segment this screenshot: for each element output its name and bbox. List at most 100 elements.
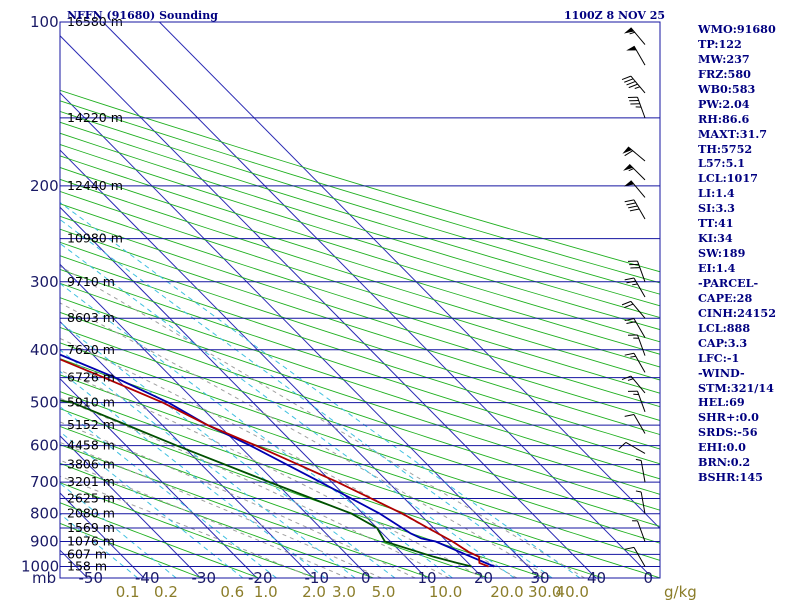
- mixing-ratio-line: [60, 406, 277, 578]
- mixing-ratio-line: [60, 242, 515, 578]
- wind-barb: [621, 300, 646, 319]
- wind-barb: [627, 96, 646, 119]
- sounding-index-item: EHI:0.0: [698, 440, 746, 455]
- mixing-ratio-line: [60, 218, 553, 578]
- isotherm-line: [102, 22, 653, 578]
- height-label: 2625 m: [67, 490, 115, 505]
- sounding-index-item: SHR+:0.0: [698, 410, 759, 425]
- sounding-index-item: LFC:-1: [698, 350, 740, 365]
- dry-adiabat-line: [60, 425, 489, 578]
- dry-adiabat-line: [60, 121, 660, 307]
- isotherm-line: [60, 320, 314, 578]
- dry-adiabat-line: [60, 100, 660, 284]
- mixing-ratio-tick-label: 20.0: [490, 583, 523, 600]
- parcel-trace: [60, 353, 495, 568]
- sounding-index-item: PW:2.04: [698, 96, 750, 111]
- mixing-ratio-tick-label: 30.0: [528, 583, 561, 600]
- height-label: 5152 m: [67, 417, 115, 432]
- mixing-ratio-tick-label: 5.0: [372, 583, 396, 600]
- dry-adiabat-line: [60, 155, 660, 343]
- moist-adiabat-line: [60, 369, 484, 578]
- dry-adiabat-line: [60, 462, 374, 578]
- wind-barb: [624, 318, 646, 338]
- wind-barb: [624, 277, 646, 298]
- sounding-index-item: TT:41: [698, 216, 734, 231]
- height-label: 1569 m: [67, 520, 115, 535]
- sounding-index-item: BSHR:145: [698, 470, 763, 485]
- dry-adiabat-line: [60, 268, 660, 465]
- sounding-index-item: TH:5752: [698, 141, 753, 156]
- wind-barb: [627, 334, 646, 356]
- dry-adiabat-line: [60, 178, 660, 368]
- pressure-tick-label: 200: [30, 177, 59, 195]
- height-label: 2080 m: [67, 506, 115, 521]
- moist-adiabat-line: [60, 475, 314, 578]
- dry-adiabat-line: [60, 228, 660, 421]
- wind-barb: [624, 414, 646, 434]
- dry-adiabat-line: [60, 326, 660, 527]
- wind-barb: [635, 490, 646, 514]
- height-label: 3806 m: [67, 457, 115, 472]
- sounding-index-item: L57:5.1: [698, 156, 746, 171]
- height-label: 6726 m: [67, 370, 115, 385]
- sounding-index-item: CINH:24152: [698, 305, 776, 320]
- dry-adiabat-line: [60, 132, 660, 319]
- mixing-ratio-tick-label: 2.0: [302, 583, 326, 600]
- isotherm-line: [60, 35, 597, 578]
- wind-barbs: [618, 27, 646, 567]
- dry-adiabat-line: [60, 358, 660, 561]
- height-label: 3201 m: [67, 474, 115, 489]
- dry-adiabat-line: [60, 190, 660, 381]
- dry-adiabat-line: [60, 89, 660, 273]
- plot-frame: [59, 21, 661, 579]
- mixing-ratio-tick-label: 0.6: [220, 583, 244, 600]
- wind-barb: [635, 458, 646, 483]
- height-label: 158 m: [67, 558, 107, 573]
- sounding-index-item: MW:237: [698, 51, 750, 66]
- sounding-index-item: MAXT:31.7: [698, 126, 768, 141]
- pressure-tick-label: 500: [30, 394, 59, 412]
- dry-adiabat-line: [60, 311, 660, 511]
- height-label: 10980 m: [67, 231, 123, 246]
- moist-adiabat-line: [60, 265, 585, 578]
- sounding-profiles: [60, 353, 495, 568]
- dry-adiabat-line: [60, 282, 660, 480]
- pressure-tick-label: 600: [30, 437, 59, 455]
- sounding-index-item: WMO:91680: [698, 22, 776, 36]
- dry-adiabat-line: [60, 444, 432, 578]
- wind-barb: [621, 75, 646, 94]
- dry-adiabat-line: [60, 391, 603, 578]
- mixing-ratio-tick-label: 0.1: [116, 583, 140, 600]
- pressure-tick-label: 800: [30, 505, 59, 523]
- sounding-index-item: LCL:888: [698, 320, 751, 335]
- pressure-tick-label: 400: [30, 341, 59, 359]
- pressure-unit-label: mb: [32, 569, 56, 587]
- sounding-index-item: EI:1.4: [698, 261, 736, 275]
- sounding-index-item: WB0:583: [698, 81, 756, 96]
- sounding-index-item: -PARCEL-: [698, 275, 759, 290]
- dry-adiabat-line: [60, 215, 660, 408]
- pressure-tick-label: 300: [30, 273, 59, 291]
- dry-adiabat-line: [60, 342, 660, 544]
- dry-adiabat-line: [60, 203, 660, 394]
- height-label: 8603 m: [67, 310, 115, 325]
- sounding-index-item: SW:189: [698, 246, 746, 261]
- pressure-tick-label: 100: [30, 13, 59, 31]
- pressure-tick-label: 900: [30, 533, 59, 551]
- dry-adiabat-line: [60, 241, 660, 436]
- sounding-index-item: TP:122: [698, 36, 742, 51]
- wind-barb: [624, 352, 646, 373]
- sounding-index-item: CAP:3.3: [698, 335, 748, 350]
- wind-barb: [622, 146, 646, 162]
- sounding-index-item: KI:34: [698, 231, 733, 246]
- dry-adiabat-line: [60, 167, 660, 355]
- height-label: 5910 m: [67, 395, 115, 410]
- height-label: 7620 m: [67, 342, 115, 357]
- wind-barb: [618, 441, 646, 454]
- isotherm-line: [60, 206, 427, 578]
- sounding-index-item: -WIND-: [698, 365, 745, 380]
- isobar-lines: [60, 21, 660, 567]
- mixing-ratio-tick-label: 40.0: [556, 583, 589, 600]
- wind-barb: [623, 27, 646, 45]
